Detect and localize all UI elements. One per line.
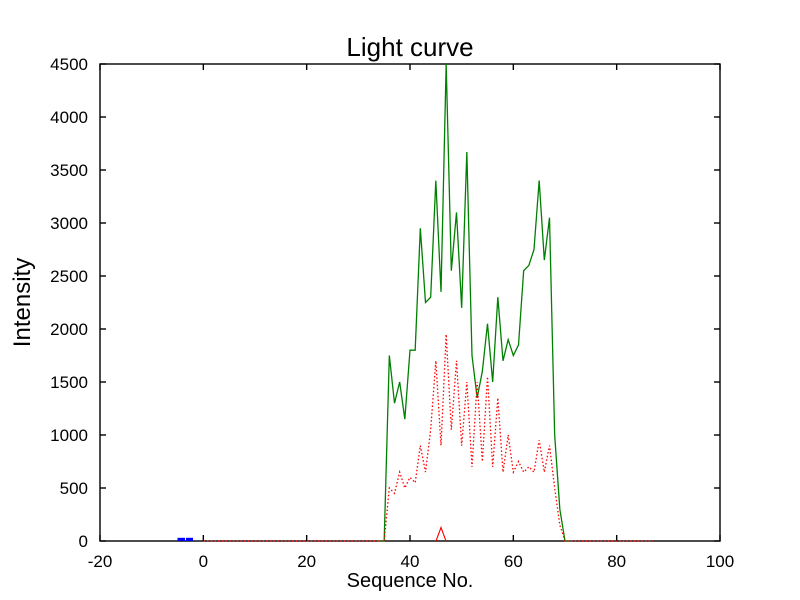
svg-text:0: 0: [79, 532, 88, 551]
svg-text:1000: 1000: [50, 426, 88, 445]
svg-text:3500: 3500: [50, 161, 88, 180]
svg-text:60: 60: [504, 552, 523, 571]
svg-text:0: 0: [199, 552, 208, 571]
svg-text:Sequence No.: Sequence No.: [347, 570, 474, 592]
svg-text:40: 40: [401, 552, 420, 571]
svg-text:1500: 1500: [50, 373, 88, 392]
svg-text:20: 20: [297, 552, 316, 571]
svg-text:2000: 2000: [50, 320, 88, 339]
svg-text:4000: 4000: [50, 108, 88, 127]
svg-text:4500: 4500: [50, 55, 88, 74]
svg-text:2500: 2500: [50, 267, 88, 286]
svg-text:Intensity: Intensity: [9, 258, 36, 347]
svg-text:80: 80: [607, 552, 626, 571]
svg-text:500: 500: [60, 479, 88, 498]
svg-text:3000: 3000: [50, 214, 88, 233]
svg-text:-20: -20: [88, 552, 113, 571]
svg-text:100: 100: [706, 552, 734, 571]
svg-text:Light curve: Light curve: [346, 32, 473, 62]
